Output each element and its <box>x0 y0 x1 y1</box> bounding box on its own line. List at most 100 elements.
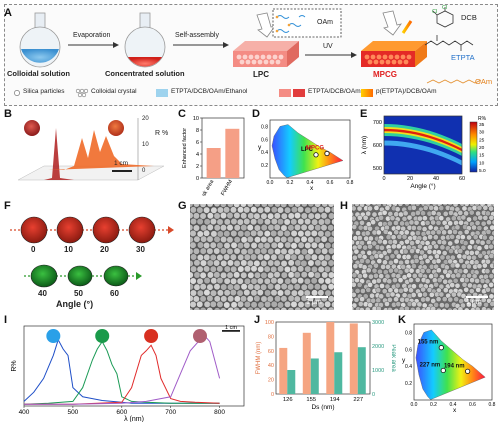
semH-particle <box>447 220 453 227</box>
semG-particle <box>210 277 218 285</box>
semH-particle <box>394 282 401 289</box>
semH-particle <box>396 253 402 260</box>
step-lpc: LPC <box>253 70 269 79</box>
k-xtick-label: 0.8 <box>489 402 496 408</box>
legend-shapes <box>14 88 373 98</box>
semH-particle <box>424 240 431 246</box>
semG-particle <box>209 265 217 273</box>
semG-particle <box>317 277 325 285</box>
semH-particle <box>411 225 417 231</box>
semG-particle <box>270 241 278 249</box>
semG-particle <box>247 283 255 291</box>
semG-particle <box>213 224 221 232</box>
semH-particle <box>482 215 489 221</box>
semG-particle <box>237 265 245 273</box>
i-xtick-label: 800 <box>214 409 225 416</box>
semG-particle <box>287 271 295 279</box>
semH-particle <box>472 215 478 222</box>
semH-particle <box>463 286 469 293</box>
semH-particle <box>415 210 421 216</box>
k-locus <box>415 329 486 400</box>
e-xtick-label: 60 <box>459 176 465 182</box>
panel-d: D 0.0 0.2 0.4 0.6 0.8 0.2 0.4 0.6 0.8 x y LPC MPCG <box>252 108 356 196</box>
semG-particle <box>250 229 258 237</box>
semH-particle <box>401 292 408 298</box>
c-frame <box>201 117 245 179</box>
semH-particle <box>411 204 417 211</box>
semH-particle <box>462 240 469 246</box>
semG-particle <box>254 247 261 255</box>
semG-particle <box>320 283 328 291</box>
semH-particle <box>441 239 447 246</box>
semH-particle <box>375 297 382 304</box>
semG-particle <box>300 204 308 208</box>
j-ytick-left: 20 <box>268 378 274 384</box>
d-xtick-label: 0.0 <box>267 180 274 186</box>
legend-colloidal-crystal: Colloidal crystal <box>91 88 137 95</box>
semG-particle <box>193 283 201 291</box>
semG-particle <box>237 206 244 214</box>
semH-particle <box>476 301 483 308</box>
semG-particle <box>270 300 278 308</box>
semG-particle <box>233 283 241 291</box>
semH-particle <box>493 263 494 268</box>
semH-particle <box>427 224 434 231</box>
semG-particle <box>267 224 275 231</box>
semG-particle <box>330 277 334 285</box>
semH-particle <box>360 288 366 294</box>
e-xtick-label: 0 <box>382 176 385 182</box>
semH-particle <box>410 292 417 298</box>
semG-particle <box>270 218 278 225</box>
semG-particle <box>264 300 271 308</box>
k-xtick-label: 0.6 <box>469 402 476 408</box>
semG-particle <box>190 277 197 285</box>
semG-particle <box>203 289 211 296</box>
semH-particle <box>379 283 385 289</box>
semG-particle <box>243 206 251 214</box>
i-xtick-label: 600 <box>116 409 127 416</box>
j-ytick-left: 60 <box>268 349 274 355</box>
semG-particle <box>267 204 275 208</box>
semH-particle <box>467 282 473 289</box>
semG-particle <box>196 277 204 285</box>
semH-particle <box>390 272 397 279</box>
semH-particle <box>408 287 414 294</box>
semG-particle <box>199 247 207 255</box>
semG-particle <box>297 301 305 308</box>
semH-particle <box>474 306 481 310</box>
semG-particle <box>263 206 271 214</box>
semH-particle <box>436 277 443 283</box>
c-ytick-label: 6 <box>196 140 199 146</box>
semH-particle <box>367 225 373 232</box>
semG-particle <box>220 212 227 219</box>
legend-etpta-dcb-oam-ethanol: ETPTA/DCB/OAm/Ethanol <box>171 88 248 95</box>
semH-particle <box>424 258 431 264</box>
semH-particle <box>441 250 448 256</box>
e-colorbar-tick: 35 <box>479 122 485 128</box>
semH-particle <box>426 249 433 255</box>
semG-particle <box>206 259 214 267</box>
semG-particle <box>196 300 204 308</box>
semH-particle <box>435 258 442 264</box>
semH-particle <box>405 254 412 260</box>
semH-particle <box>376 305 382 310</box>
semG-particle <box>199 295 207 303</box>
semH-particle <box>427 234 433 240</box>
semG-particle <box>213 204 221 208</box>
panel-f: F 0 10 20 30 40 50 60 Angle (°) <box>4 200 174 312</box>
semG-particle <box>310 230 318 237</box>
semG-particle <box>227 259 234 267</box>
k-ytick-label: 0.8 <box>405 330 412 336</box>
semG-particle <box>290 277 298 285</box>
e-band-mid <box>384 127 462 153</box>
semH-particle <box>466 216 472 223</box>
semH-particle <box>461 263 467 270</box>
semH-particle <box>354 204 360 207</box>
semH-particle <box>477 214 484 221</box>
semG-particle <box>297 241 305 249</box>
semG-particle <box>270 266 278 273</box>
j-ytick-right: 2000 <box>372 344 384 350</box>
d-ytick-label: 0.6 <box>261 137 268 143</box>
semH-particle <box>422 253 428 260</box>
d-xtick-label: 0.2 <box>287 180 294 186</box>
